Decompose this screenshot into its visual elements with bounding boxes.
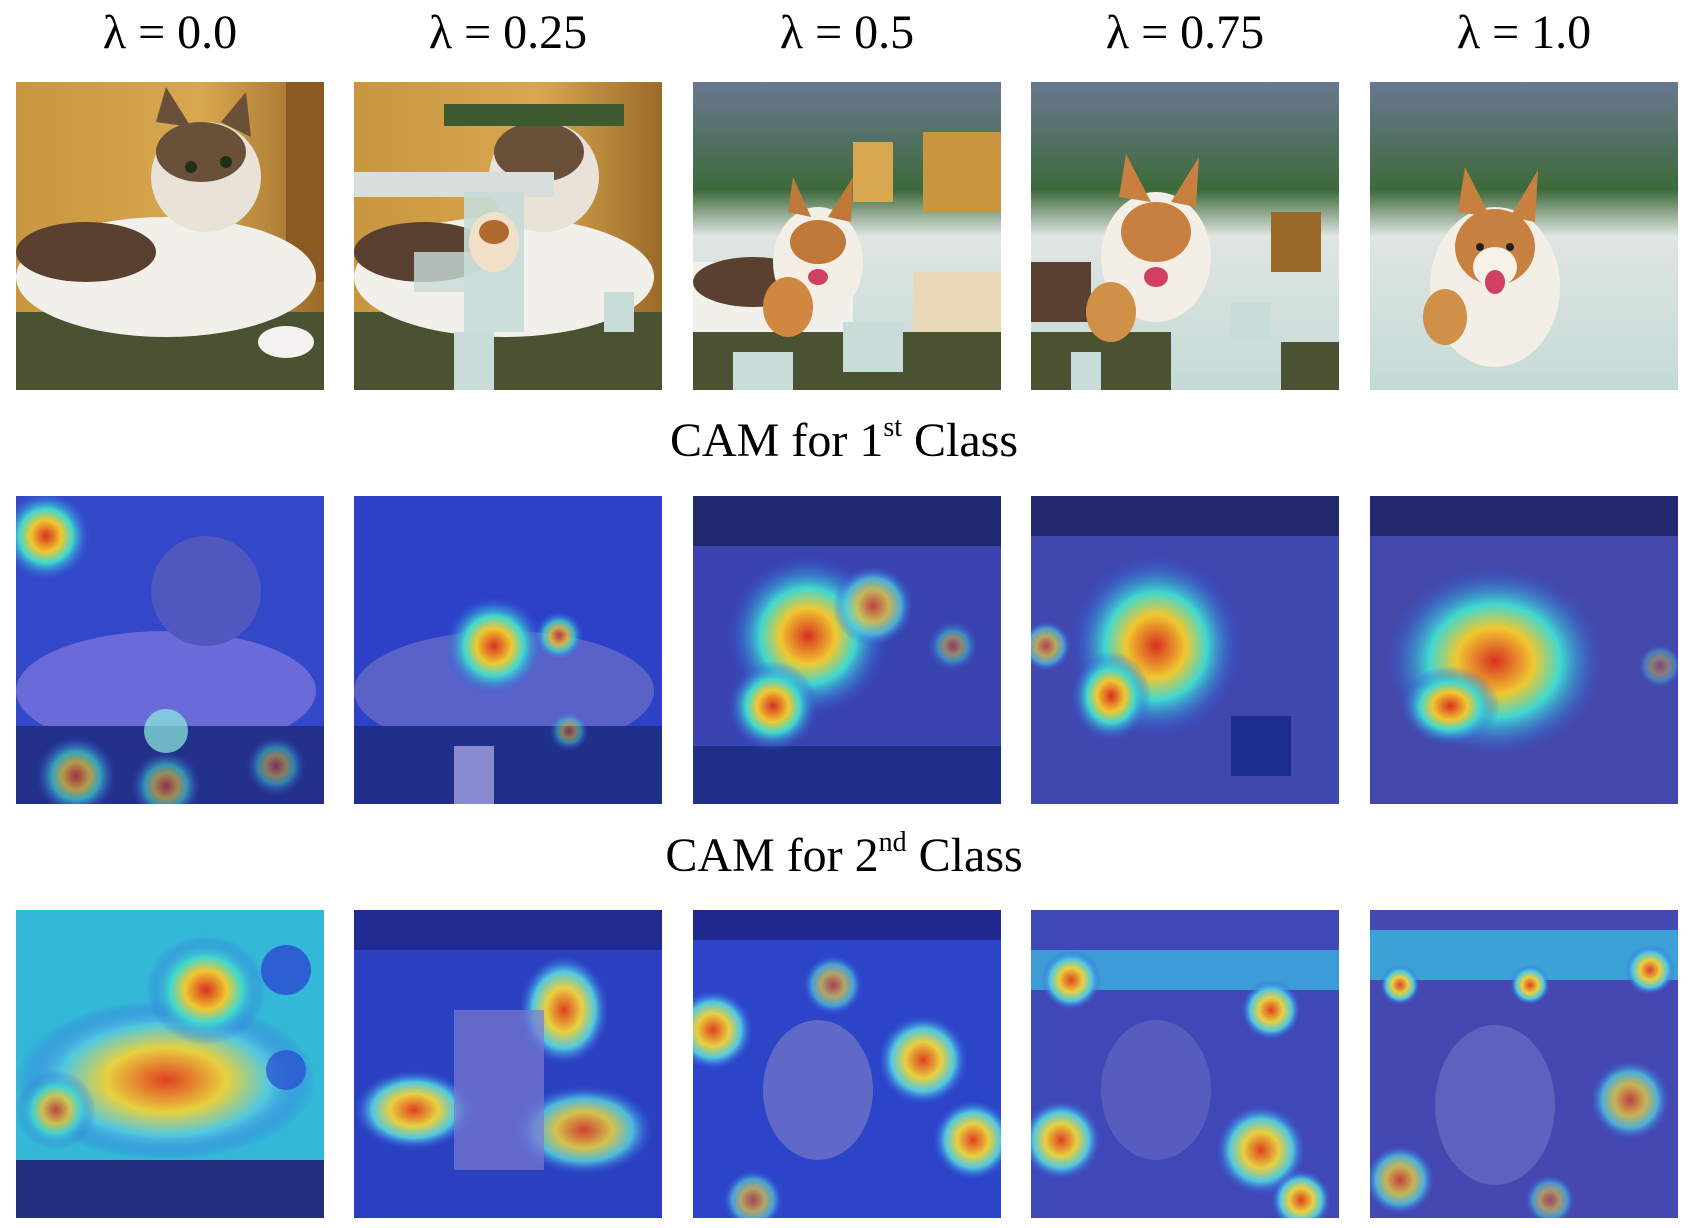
lambda-label-4: λ = 1.0 xyxy=(1456,6,1592,59)
cam2-image-3 xyxy=(1031,910,1339,1218)
lambda-label-0: λ = 0.0 xyxy=(102,6,238,59)
lambda-label-2: λ = 0.5 xyxy=(779,6,915,59)
cam-title-1st: CAM for 1st Class xyxy=(669,412,1019,468)
cam1-image-2 xyxy=(693,496,1001,804)
cam2-image-0 xyxy=(16,910,324,1218)
cam1-image-0 xyxy=(16,496,324,804)
cam1-image-1 xyxy=(354,496,662,804)
lambda-label-1: λ = 0.25 xyxy=(428,6,588,59)
image-mix-05 xyxy=(693,82,1001,390)
cam1-image-4 xyxy=(1370,496,1678,804)
cam-title-2nd: CAM for 2nd Class xyxy=(665,827,1023,883)
lambda-label-3: λ = 0.75 xyxy=(1105,6,1265,59)
image-dog xyxy=(1370,82,1678,390)
image-cat xyxy=(16,82,324,390)
cam2-image-1 xyxy=(354,910,662,1218)
cam1-image-3 xyxy=(1031,496,1339,804)
image-mix-075 xyxy=(1031,82,1339,390)
cam2-image-2 xyxy=(693,910,1001,1218)
image-mix-025 xyxy=(354,82,662,390)
cam2-image-4 xyxy=(1370,910,1678,1218)
